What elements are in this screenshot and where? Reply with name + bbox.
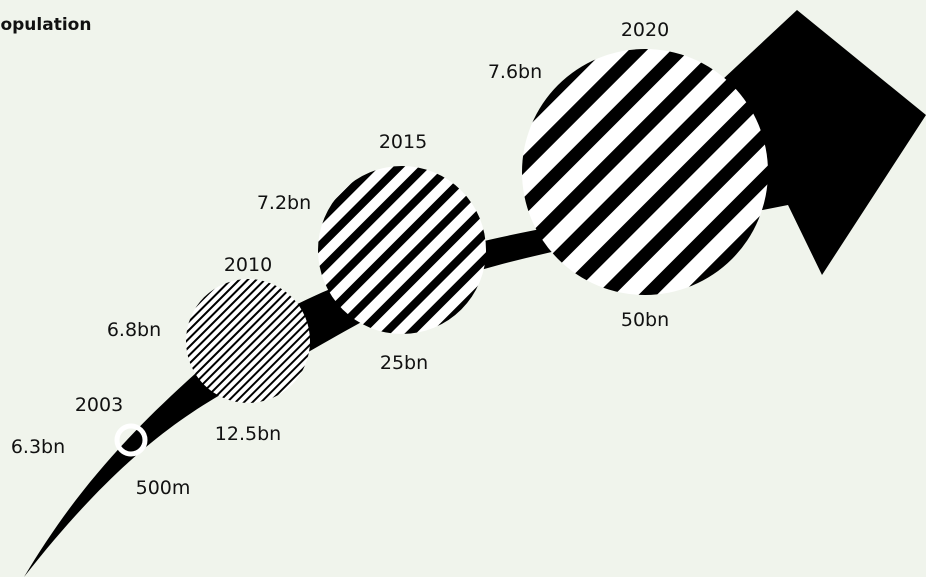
milestone-circle-2010 — [186, 279, 310, 403]
growth-arrow-body — [24, 10, 926, 577]
population-label-2020: 7.6bn — [488, 61, 542, 83]
milestone-circle-2015 — [318, 166, 486, 334]
population-label-2015: 7.2bn — [257, 192, 311, 214]
milestone-circle-2003 — [114, 423, 148, 457]
legend-population-label: Population — [0, 15, 91, 35]
devices-label-2003: 500m — [136, 477, 191, 499]
population-label-2003: 6.3bn — [11, 436, 65, 458]
devices-label-2010: 12.5bn — [215, 423, 281, 445]
year-label-2003: 2003 — [75, 394, 123, 416]
year-label-2020: 2020 — [621, 19, 669, 41]
devices-label-2015: 25bn — [380, 352, 428, 374]
milestone-circle-2020 — [522, 49, 768, 295]
year-label-2015: 2015 — [379, 131, 427, 153]
population-label-2010: 6.8bn — [107, 319, 161, 341]
devices-label-2020: 50bn — [621, 309, 669, 331]
year-label-2010: 2010 — [224, 254, 272, 276]
